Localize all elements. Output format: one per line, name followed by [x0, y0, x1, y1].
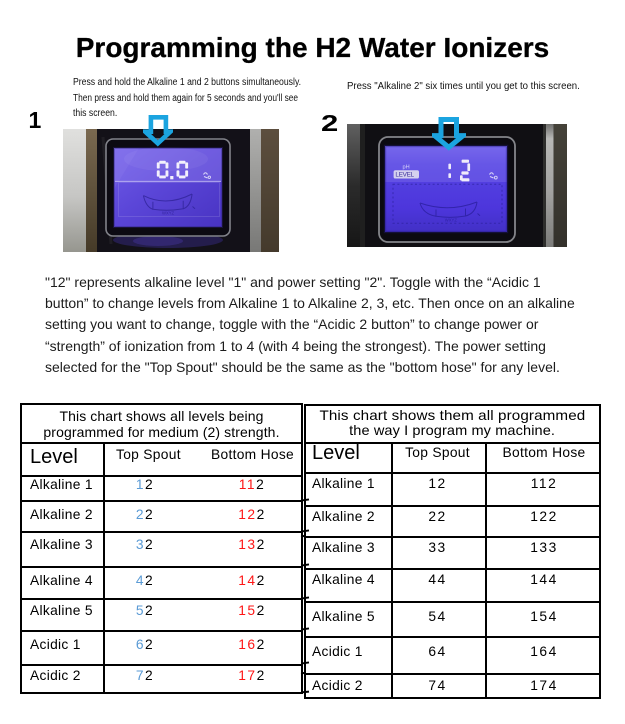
svg-text:WXYZ: WXYZ: [445, 218, 458, 223]
svg-text:pH: pH: [403, 164, 410, 170]
svg-text:LEVEL: LEVEL: [395, 172, 414, 179]
svg-text:WXYZ: WXYZ: [162, 211, 175, 216]
